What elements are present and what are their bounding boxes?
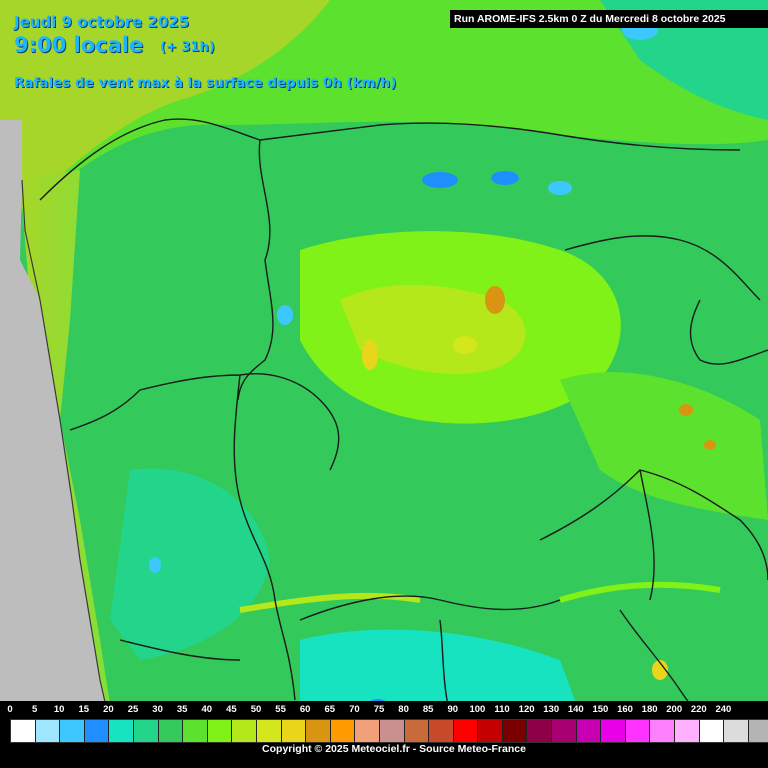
model-run-label: Run AROME-IFS 2.5km 0 Z du Mercredi 8 oc… [450, 10, 768, 28]
low-gust-center-west [277, 305, 293, 325]
legend-swatch [527, 720, 553, 742]
forecast-date: Jeudi 9 octobre 2025 [14, 13, 190, 31]
coastline [21, 179, 121, 768]
legend-tick-label: 200 [666, 704, 683, 715]
legend-swatch [306, 720, 331, 742]
gust-zone-east [560, 372, 768, 520]
forecast-parameter: Rafales de vent max à la surface depuis … [14, 75, 397, 91]
legend-color-scale [10, 719, 768, 743]
legend-swatch [35, 720, 61, 742]
low-gust-north-2 [491, 171, 519, 185]
legend-swatch [207, 720, 233, 742]
legend-tick-label: 5 [31, 704, 38, 715]
legend-tick-label: 160 [617, 704, 633, 715]
legend-swatch [404, 720, 430, 742]
gust-spot-5 [704, 440, 716, 450]
legend-tick-label: 35 [176, 704, 188, 715]
legend-swatch [552, 720, 577, 742]
legend-tick-label: 50 [250, 704, 262, 715]
ocean-west [0, 120, 120, 768]
legend-swatch [232, 720, 257, 742]
legend-labels: 0 5 10 15 20 25 30 35 40 45 50 55 60 65 70 75 80 85 90 100 1… [0, 704, 768, 718]
gust-spot-1 [362, 340, 378, 370]
legend-tick-label: 150 [592, 704, 609, 715]
legend-tick-label: 10 [53, 704, 65, 715]
legend-tick-label: 140 [567, 704, 584, 715]
legend-swatch [379, 720, 405, 742]
legend-tick-label: 80 [398, 704, 409, 715]
legend-tick-label: 85 [422, 704, 434, 715]
gust-spot-6 [652, 660, 668, 680]
forecast-lead-time: (+ 31h) [160, 40, 215, 55]
legend-swatch [724, 720, 749, 742]
gust-spot-4 [679, 404, 693, 416]
legend-swatch [158, 720, 184, 742]
legend-tick-label: 0 [7, 704, 13, 715]
legend-swatch [429, 720, 454, 742]
legend-swatch [625, 720, 651, 742]
forecast-time: 9:00 locale [14, 33, 144, 57]
legend-swatch [453, 720, 479, 742]
legend-tick-label: 70 [349, 704, 360, 715]
gust-spot-3 [453, 336, 477, 354]
legend-swatch [11, 720, 36, 742]
legend-swatch [281, 720, 307, 742]
legend-swatch [478, 720, 503, 742]
ridge-streak-southeast [559, 581, 721, 603]
legend-swatch [576, 720, 602, 742]
legend-tick-label: 220 [690, 704, 707, 715]
legend-tick-label: 65 [324, 704, 336, 715]
legend-tick-label: 45 [226, 704, 237, 715]
sea-gust-zone-northwest [0, 0, 330, 210]
legend-swatch [133, 720, 159, 742]
legend-swatch [675, 720, 700, 742]
legend-swatch [502, 720, 528, 742]
legend-swatch [355, 720, 380, 742]
legend-swatch [699, 720, 725, 742]
legend-tick-label: 110 [494, 704, 510, 715]
legend-swatch [183, 720, 208, 742]
ridge-streak-south [239, 592, 421, 613]
low-gust-southwest [149, 557, 161, 573]
legend-tick-label: 60 [299, 704, 311, 715]
legend-tick-label: 20 [103, 704, 114, 715]
legend-swatch [330, 720, 356, 742]
legend-swatch [748, 720, 768, 742]
legend-tick-label: 130 [543, 704, 560, 715]
gust-zone-southwest [110, 468, 270, 660]
legend-swatch [84, 720, 110, 742]
legend-tick-label: 15 [78, 704, 90, 715]
low-gust-north-3 [548, 181, 572, 195]
legend-swatch [601, 720, 626, 742]
legend-tick-label: 180 [641, 704, 658, 715]
legend-swatch [650, 720, 676, 742]
legend-tick-label: 30 [152, 704, 163, 715]
legend-tick-label: 120 [518, 704, 535, 715]
legend-swatch [109, 720, 134, 742]
legend-swatch [256, 720, 282, 742]
low-gust-north-1 [422, 172, 458, 188]
gust-zone-central-inner [340, 285, 526, 374]
legend-tick-label: 55 [275, 704, 286, 715]
legend-tick-label: 240 [715, 704, 732, 715]
legend-tick-label: 75 [373, 704, 385, 715]
legend-tick-label: 25 [127, 704, 139, 715]
coastal-band-west [20, 170, 120, 768]
region-borders [39, 118, 768, 768]
legend-tick-label: 90 [447, 704, 459, 715]
copyright-text: Copyright © 2025 Meteociel.fr - Source M… [262, 743, 526, 755]
legend-swatch [60, 720, 85, 742]
gust-spot-2 [485, 286, 505, 314]
legend-tick-label: 40 [201, 704, 213, 715]
legend-tick-label: 100 [469, 704, 486, 715]
